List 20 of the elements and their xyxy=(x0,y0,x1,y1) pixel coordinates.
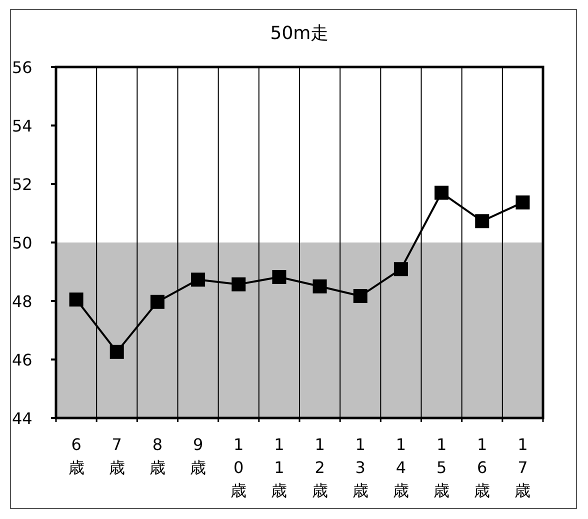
ytick: 46 xyxy=(12,350,32,370)
ytick: 48 xyxy=(12,292,32,311)
ytick: 50 xyxy=(12,234,32,252)
title: 50m走 xyxy=(270,23,329,44)
xtick: 15歳 xyxy=(434,435,450,500)
ytick: 56 xyxy=(12,58,32,77)
ytick: 44 xyxy=(12,409,32,428)
xtick: 13歳 xyxy=(352,435,368,500)
xtick: 12歳 xyxy=(312,435,328,500)
xtick: 10歳 xyxy=(230,435,247,500)
xtick: 9歳 xyxy=(190,435,206,477)
ytick: 54 xyxy=(12,116,32,136)
xtick: 14歳 xyxy=(392,435,409,500)
ytick: 52 xyxy=(12,175,32,194)
xtick: 17歳 xyxy=(514,435,531,500)
xtick: 6歳 xyxy=(68,435,84,477)
xtick: 16歳 xyxy=(474,435,490,500)
xtick: 8歳 xyxy=(149,435,166,477)
xtick: 7歳 xyxy=(108,435,125,477)
xtick: 11歳 xyxy=(271,435,288,500)
